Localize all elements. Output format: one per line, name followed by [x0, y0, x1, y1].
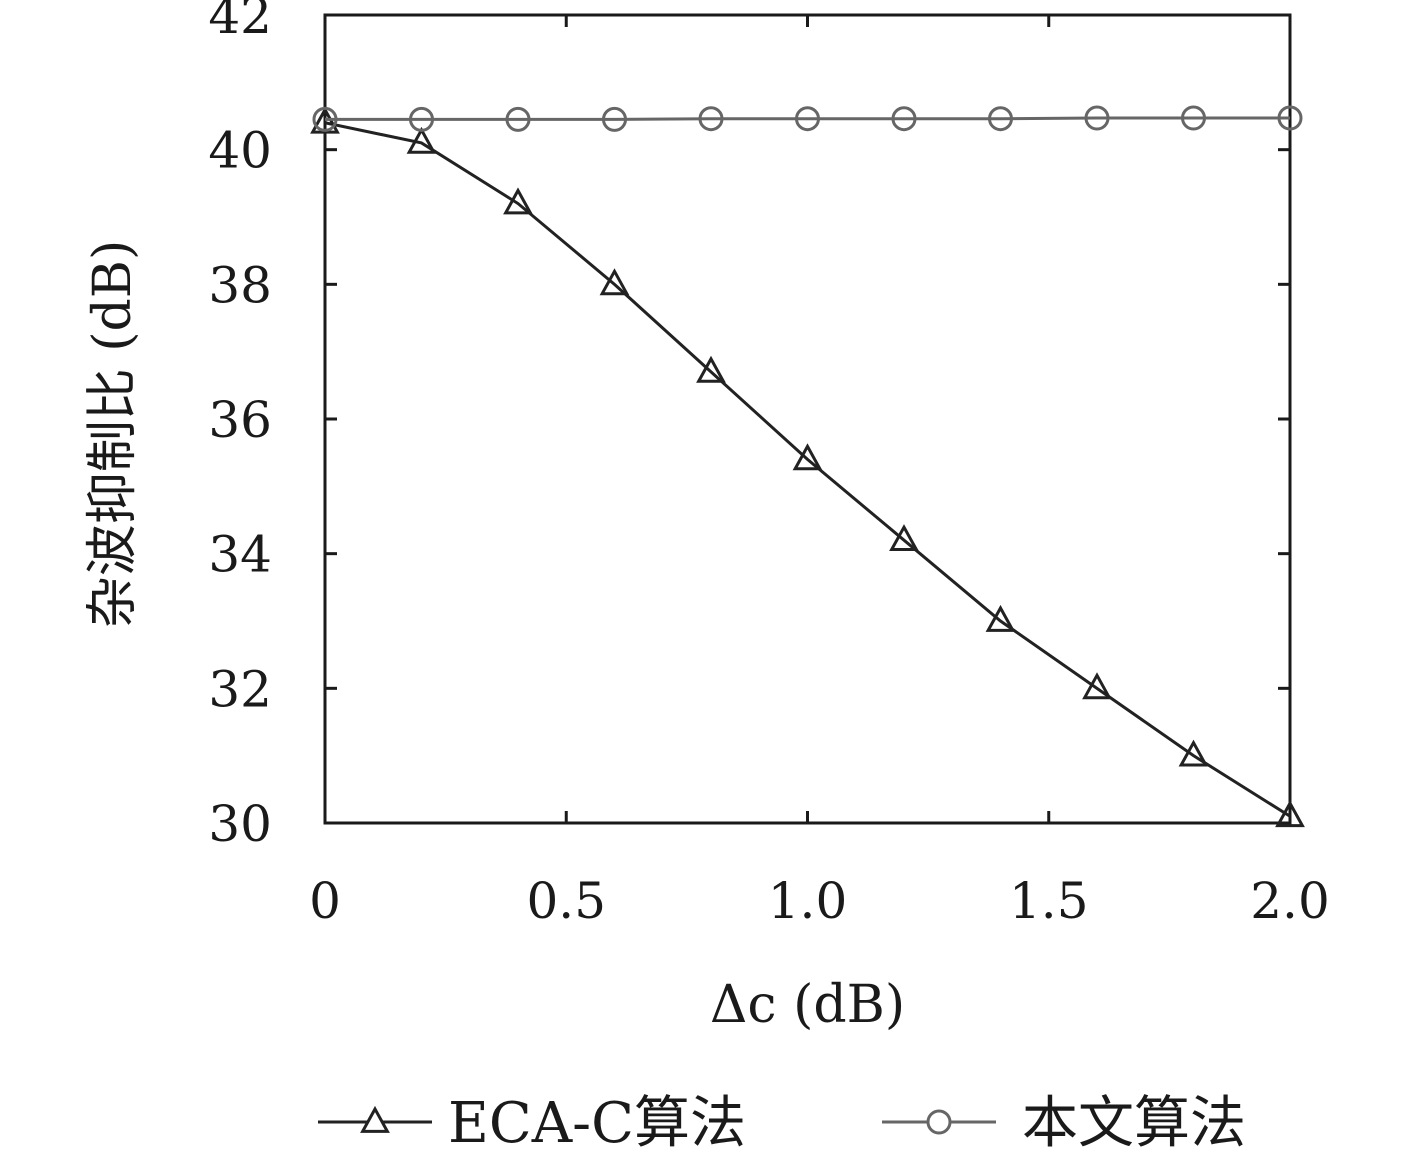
y-tick-labels: 30 32 34 36 38 40 42: [208, 0, 272, 853]
legend-item-proposed: 本文算法: [882, 1091, 1246, 1156]
data-point: [696, 355, 726, 383]
legend-label-proposed: 本文算法: [1022, 1091, 1246, 1156]
data-point: [698, 106, 724, 132]
legend-item-eca-c: ECA-C算法: [318, 1091, 746, 1156]
data-point: [985, 604, 1016, 632]
data-point: [310, 106, 340, 134]
data-point: [891, 106, 917, 132]
data-point: [889, 524, 919, 552]
data-point: [1277, 105, 1303, 131]
y-tick-label: 32: [208, 660, 272, 718]
y-tick-label: 36: [208, 391, 272, 449]
y-tick-label: 42: [208, 0, 272, 45]
legend-label-eca-c: ECA-C算法: [448, 1091, 746, 1156]
x-tick-label: 1.0: [768, 872, 848, 930]
triangle-marker-icon: [360, 1105, 390, 1133]
data-point: [599, 268, 630, 296]
x-axis-title: Δc (dB): [710, 975, 905, 1035]
data-point: [503, 187, 533, 215]
series-line: [325, 116, 1290, 121]
data-point: [795, 106, 820, 132]
data-point: [406, 126, 437, 154]
plot-frame: [323, 13, 1292, 825]
y-tick-label: 40: [208, 122, 272, 180]
x-tick-label: 1.5: [1009, 872, 1089, 930]
x-tick-label: 2.0: [1250, 872, 1330, 930]
data-point: [505, 106, 531, 132]
series-line: [324, 121, 1291, 818]
data-point: [409, 106, 434, 132]
series-layer: [310, 105, 1305, 828]
data-point: [1275, 800, 1305, 828]
data-point: [1181, 105, 1206, 131]
ticks-layer: [323, 13, 1292, 825]
y-axis-title: 杂波抑制比 (dB): [83, 240, 143, 629]
data-point: [602, 106, 627, 132]
y-tick-label: 34: [208, 526, 272, 584]
data-point: [792, 443, 823, 471]
data-point: [1082, 672, 1112, 700]
y-tick-label: 30: [208, 795, 272, 853]
data-point: [988, 106, 1013, 132]
circle-marker-icon: [926, 1109, 952, 1135]
x-tick-label: 0: [309, 872, 341, 930]
data-point: [1178, 739, 1209, 767]
x-tick-label: 0.5: [526, 872, 606, 930]
y-tick-label: 38: [208, 256, 272, 314]
x-tick-labels: 0 0.5 1.0 1.5 2.0: [309, 872, 1330, 930]
data-point: [312, 106, 338, 132]
data-point: [1084, 105, 1110, 131]
legend: ECA-C算法 本文算法: [318, 1091, 1246, 1156]
